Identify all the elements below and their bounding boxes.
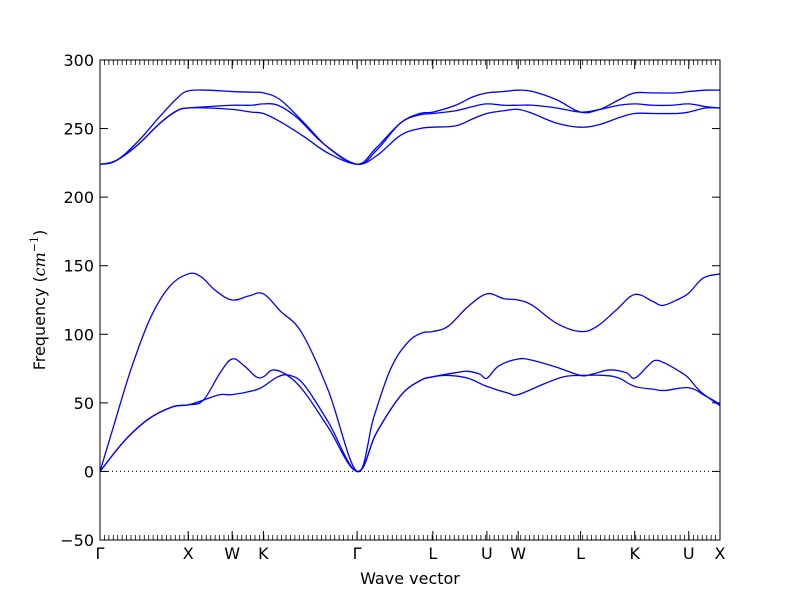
y-tick-label: 250 [63, 120, 94, 139]
y-tick-label: −50 [60, 531, 94, 550]
y-axis-label: Frequency (cm−1) [28, 230, 49, 371]
x-axis-label: Wave vector [360, 569, 460, 588]
x-tick-label: X [715, 544, 726, 563]
y-axis-label-unit: cm [30, 252, 49, 276]
x-tick-label: L [576, 544, 585, 563]
x-tick-label: U [683, 544, 695, 563]
y-tick-label: 150 [63, 257, 94, 276]
band-line-5 [99, 102, 721, 165]
plot-frame [99, 59, 721, 541]
x-tick-label: U [481, 544, 493, 563]
band-line-2 [99, 357, 721, 473]
x-tick-label: W [510, 544, 526, 563]
y-tick-label: 100 [63, 325, 94, 344]
x-tick-label: K [258, 544, 269, 563]
tick-marks [99, 59, 721, 541]
x-tick-label: W [224, 544, 240, 563]
y-tick-label: 0 [84, 462, 94, 481]
x-tick-label: X [183, 544, 194, 563]
x-tick-label: Γ [96, 544, 105, 563]
x-tick-label: L [428, 544, 437, 563]
y-tick-label: 200 [63, 188, 94, 207]
phonon-bands [99, 89, 721, 473]
y-tick-label: 50 [74, 394, 94, 413]
y-axis-label-text: Frequency ( [30, 276, 49, 370]
band-line-6 [99, 89, 721, 165]
y-tick-label: 300 [63, 51, 94, 70]
x-tick-label: K [629, 544, 640, 563]
y-axis-label-close: ) [30, 230, 49, 236]
x-tick-label: Γ [353, 544, 362, 563]
y-axis-label-exponent: −1 [28, 236, 41, 252]
band-line-3 [99, 272, 721, 473]
